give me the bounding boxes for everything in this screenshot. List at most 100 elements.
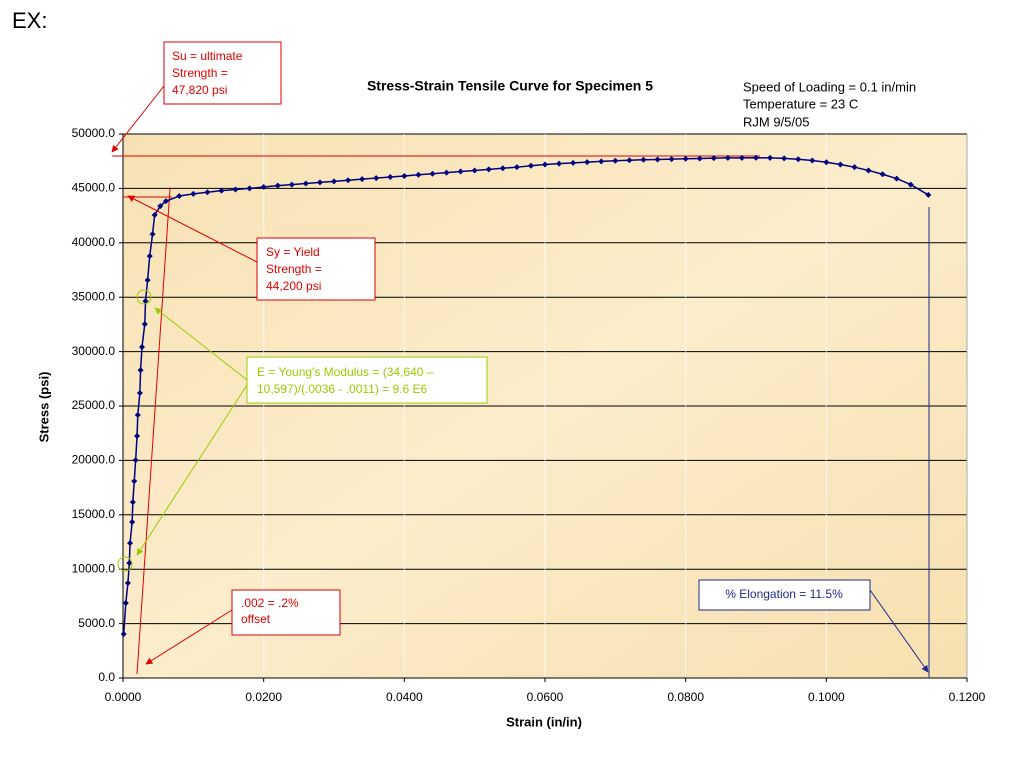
y-tick-label: 10000.0	[72, 561, 116, 575]
data-point	[851, 164, 858, 171]
info: RJM 9/5/05	[743, 114, 809, 129]
data-point	[682, 155, 689, 162]
data-point	[190, 190, 197, 197]
data-point	[879, 171, 886, 178]
data-point	[710, 155, 717, 162]
data-point	[144, 277, 151, 284]
heading: EX:	[12, 8, 47, 33]
annotation: 44,200 psi	[266, 279, 321, 293]
y-tick-label: 5000.0	[78, 616, 115, 630]
data-point	[612, 157, 619, 164]
x-tick-label: 0.0000	[105, 690, 142, 704]
y-tick-label: 0.0	[98, 670, 115, 684]
data-point	[138, 344, 145, 351]
data-point	[246, 185, 253, 192]
data-point	[232, 186, 239, 193]
data-point	[127, 540, 134, 547]
data-point	[753, 154, 759, 161]
y-tick-label: 45000.0	[72, 181, 116, 195]
data-point	[499, 165, 506, 172]
data-point	[823, 159, 830, 166]
data-point	[136, 390, 143, 397]
data-point	[274, 182, 281, 189]
data-point	[738, 154, 745, 161]
y-axis-label: Stress (psi)	[36, 372, 51, 443]
data-point	[129, 518, 136, 525]
arrow	[145, 609, 233, 665]
data-point	[134, 433, 141, 440]
data-point	[907, 181, 914, 188]
data-point	[331, 178, 337, 185]
annotation: Su = ultimate	[172, 49, 243, 63]
highlight	[117, 556, 133, 572]
x-tick-label: 0.0600	[527, 690, 564, 704]
annotation-box	[163, 41, 282, 105]
y-tick-label: 35000.0	[72, 289, 116, 303]
annotation: 47,820 psi	[172, 83, 227, 97]
data-point	[302, 180, 309, 187]
y-tick-label: 40000.0	[72, 235, 116, 249]
annotation-box	[698, 579, 871, 611]
data-point	[142, 298, 149, 305]
y-tick-label: 25000.0	[72, 398, 116, 412]
data-point	[429, 170, 436, 177]
annotation: Strength =	[172, 66, 228, 80]
data-point	[513, 164, 520, 171]
annotation: Strength =	[266, 262, 322, 276]
arrow	[136, 384, 248, 556]
x-tick-label: 0.0200	[245, 690, 282, 704]
data-point	[401, 172, 408, 179]
data-point	[809, 157, 816, 164]
annotation: Sy = Yield	[266, 245, 320, 259]
data-point	[598, 158, 605, 165]
data-point	[626, 157, 633, 164]
data-point	[260, 183, 267, 190]
data-point	[129, 499, 136, 506]
data-point	[584, 159, 591, 166]
arrow	[869, 589, 929, 673]
data-point	[570, 159, 577, 166]
data-point	[131, 478, 138, 485]
arrow	[127, 195, 258, 263]
x-axis-label: Strain (in/in)	[506, 714, 582, 729]
y-tick-label: 30000.0	[72, 344, 116, 358]
data-point	[654, 156, 661, 163]
data-point	[767, 154, 774, 161]
stress-line	[122, 156, 929, 635]
data-point	[724, 154, 731, 161]
data-point	[316, 179, 323, 186]
data-point	[795, 156, 802, 163]
data-point	[162, 198, 169, 205]
data-point	[141, 321, 148, 328]
annotation: E = Young's Modulus = (34,640 –	[257, 365, 434, 379]
x-tick-label: 0.1200	[949, 690, 986, 704]
data-point	[359, 176, 366, 183]
data-point	[151, 212, 158, 219]
data-point	[781, 155, 788, 162]
data-point	[120, 631, 127, 638]
x-tick-label: 0.0400	[386, 690, 423, 704]
data-point	[668, 156, 675, 163]
data-point	[124, 580, 131, 587]
data-point	[471, 167, 478, 174]
data-point	[387, 173, 394, 180]
annotation-box	[231, 589, 341, 636]
highlight	[136, 289, 152, 305]
data-point	[149, 231, 156, 238]
data-point	[485, 166, 492, 173]
data-point	[345, 177, 352, 184]
data-point	[893, 175, 900, 182]
annotation: 10,597)/(.0036 - .0011) = 9.6 E6	[257, 382, 428, 396]
data-point	[925, 191, 932, 198]
annotation-box	[256, 237, 376, 301]
data-point	[157, 203, 164, 210]
data-point	[527, 162, 534, 169]
y-tick-label: 50000.0	[72, 126, 116, 140]
info: Temperature = 23 C	[743, 96, 858, 111]
data-point	[126, 559, 133, 566]
arrow	[154, 307, 248, 381]
data-point	[556, 160, 563, 167]
data-point	[176, 193, 183, 200]
data-point	[146, 253, 153, 260]
